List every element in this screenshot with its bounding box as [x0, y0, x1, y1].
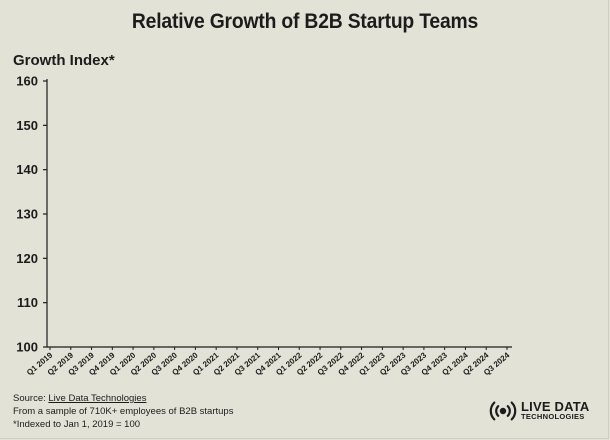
company-logo: LIVE DATA TECHNOLOGIES: [488, 398, 603, 424]
chart-title: Relative Growth of B2B Startup Teams: [131, 10, 479, 33]
y-tick-label: 120: [16, 251, 38, 266]
source-line: Source: Live Data Technologies: [13, 392, 233, 405]
y-tick-label: 100: [16, 340, 38, 355]
y-tick-label: 160: [16, 74, 38, 89]
source-prefix: Source:: [13, 393, 49, 404]
index-note: *Indexed to Jan 1, 2019 = 100: [13, 419, 141, 430]
logo-wordmark: LIVE DATA: [521, 399, 590, 414]
y-tick-label: 150: [16, 118, 38, 133]
chart-footer: Source: Live Data Technologies From a sa…: [13, 392, 233, 431]
y-axis: 100 110 120 130 140 150 160: [16, 74, 48, 355]
source-link[interactable]: Live Data Technologies: [48, 393, 147, 404]
y-tick-label: 140: [16, 162, 38, 177]
y-tick-label: 110: [17, 295, 38, 310]
y-tick-label: 130: [16, 207, 38, 222]
broadcast-signal-icon: [489, 401, 517, 421]
sample-note: From a sample of 710K+ employees of B2B …: [13, 406, 234, 417]
y-axis-title: Growth Index*: [13, 52, 115, 69]
logo-subtitle: TECHNOLOGIES: [521, 412, 585, 421]
